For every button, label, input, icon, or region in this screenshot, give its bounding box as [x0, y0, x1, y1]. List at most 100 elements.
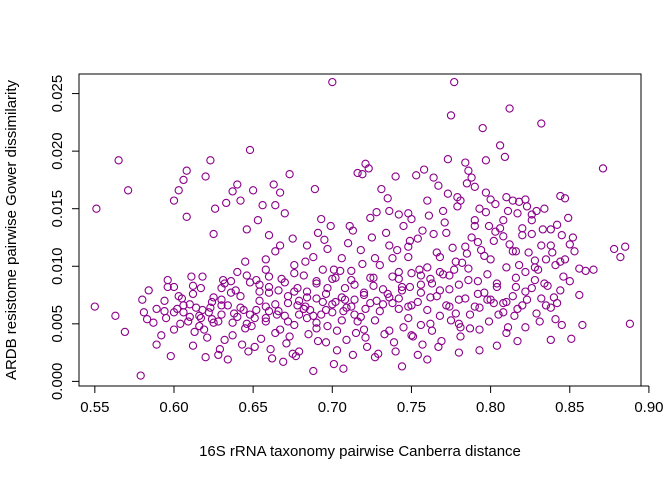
data-point: [499, 216, 508, 225]
data-point: [495, 224, 505, 233]
data-point: [206, 303, 215, 312]
data-point: [434, 181, 443, 190]
data-point: [361, 304, 370, 314]
data-point: [378, 285, 388, 294]
data-point: [461, 158, 470, 167]
data-point: [209, 229, 218, 239]
data-point: [503, 206, 513, 216]
data-point: [274, 286, 283, 295]
data-point: [499, 232, 508, 241]
data-point: [427, 279, 437, 288]
data-point: [312, 318, 321, 327]
data-point: [313, 336, 323, 346]
data-point: [521, 195, 530, 204]
data-point: [163, 275, 172, 285]
data-point: [90, 302, 99, 311]
data-point: [535, 317, 544, 326]
data-point: [625, 319, 635, 328]
data-point: [293, 301, 302, 310]
data-point: [169, 282, 179, 292]
data-point: [541, 255, 551, 264]
data-point: [391, 347, 400, 356]
data-point: [491, 199, 500, 209]
data-point: [564, 213, 573, 223]
data-point: [247, 321, 256, 331]
data-point: [236, 196, 245, 205]
data-point: [176, 319, 185, 328]
data-point: [252, 305, 261, 315]
data-point: [312, 294, 321, 303]
data-point: [508, 292, 517, 301]
data-point: [294, 310, 304, 319]
data-point: [369, 281, 378, 290]
data-point: [245, 145, 255, 155]
data-point: [446, 316, 456, 325]
data-point: [454, 295, 464, 304]
data-point: [475, 346, 484, 355]
data-point: [407, 269, 416, 278]
data-point: [505, 104, 514, 113]
data-point: [552, 220, 562, 229]
data-point: [448, 243, 457, 252]
x-tick-label: 0.90: [634, 399, 663, 416]
data-point: [356, 245, 365, 255]
data-point: [312, 277, 321, 286]
data-point: [389, 338, 399, 347]
data-point: [557, 231, 566, 240]
data-point: [556, 286, 565, 295]
data-point: [169, 196, 179, 205]
data-point: [256, 334, 266, 343]
data-point: [518, 301, 527, 310]
data-point: [445, 285, 454, 294]
data-point: [453, 202, 462, 211]
data-point: [388, 298, 397, 308]
data-point: [323, 321, 332, 331]
data-point: [533, 265, 543, 274]
data-point: [279, 357, 288, 366]
data-point: [299, 271, 308, 280]
data-point: [114, 156, 123, 165]
data-point: [565, 277, 574, 286]
data-point: [481, 156, 491, 165]
data-point: [348, 350, 358, 360]
data-point: [502, 193, 511, 202]
data-point: [404, 209, 413, 218]
data-point: [223, 355, 232, 364]
data-point: [245, 278, 255, 287]
data-point: [481, 208, 491, 217]
data-point: [149, 318, 158, 327]
data-point: [388, 254, 397, 263]
data-point: [120, 327, 130, 337]
data-point: [288, 234, 297, 243]
data-point: [161, 313, 171, 323]
x-tick-label: 0.80: [476, 399, 505, 416]
data-point: [456, 332, 465, 341]
data-point: [502, 328, 511, 338]
x-tick-label: 0.75: [397, 399, 426, 416]
data-point: [424, 211, 434, 220]
data-points: [90, 77, 635, 380]
data-point: [309, 252, 318, 262]
data-point: [423, 355, 432, 364]
data-point: [217, 295, 226, 304]
x-tick-label: 0.85: [555, 399, 584, 416]
x-tick-label: 0.60: [159, 399, 188, 416]
data-point: [258, 201, 267, 210]
data-point: [560, 194, 570, 203]
data-point: [332, 346, 342, 355]
data-point: [377, 184, 386, 194]
data-point: [380, 330, 389, 339]
data-point: [364, 164, 373, 173]
data-point: [413, 350, 422, 360]
data-point: [418, 340, 427, 349]
data-point: [326, 221, 335, 231]
data-point: [301, 257, 310, 266]
data-point: [378, 300, 388, 309]
data-point: [548, 248, 557, 257]
data-point: [416, 320, 426, 330]
data-point: [347, 302, 356, 311]
data-point: [484, 221, 494, 231]
data-point: [223, 301, 232, 310]
data-point: [139, 308, 149, 317]
data-point: [473, 289, 483, 299]
